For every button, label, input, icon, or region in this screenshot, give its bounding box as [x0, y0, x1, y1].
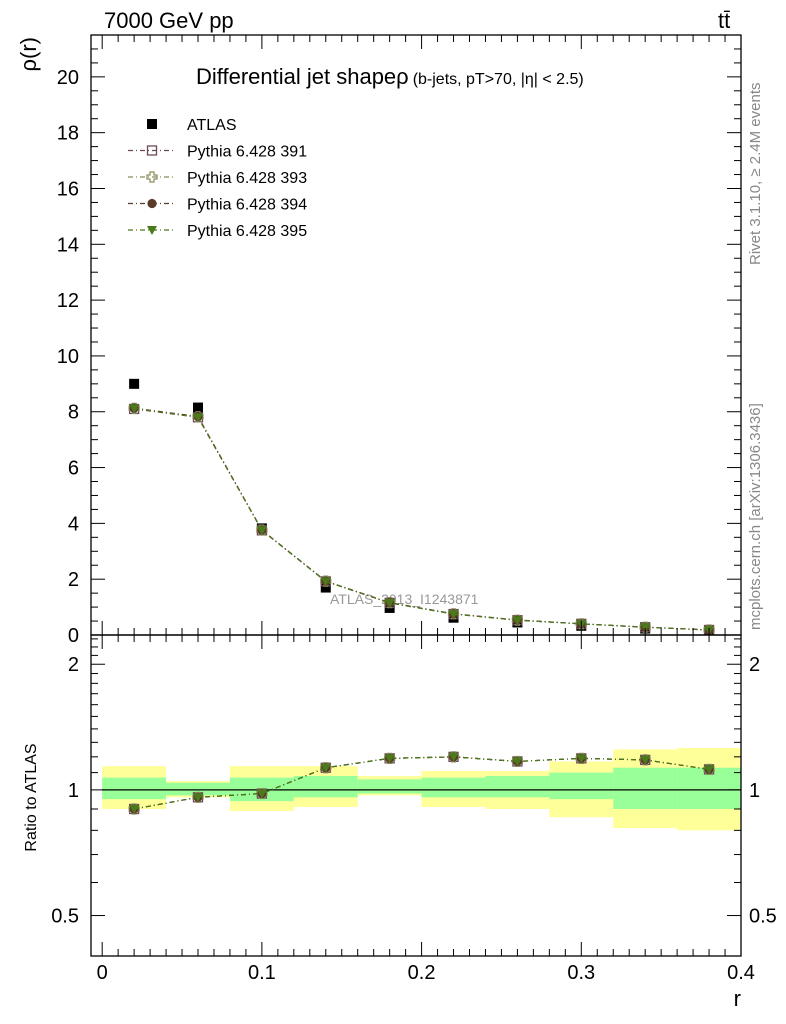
legend-marker	[147, 119, 157, 129]
data-point	[129, 404, 140, 414]
watermark: ATLAS_2013_I1243871	[330, 591, 479, 607]
x-axis-label: r	[734, 986, 741, 1011]
data-point	[640, 623, 651, 633]
ratio-point	[193, 793, 204, 803]
band-inner	[166, 782, 230, 796]
ratio-point	[576, 754, 587, 764]
band-inner	[293, 775, 358, 798]
legend-label: ATLAS	[187, 117, 237, 134]
x-tick-label: 0.1	[248, 962, 276, 984]
y-tick-label: 16	[57, 178, 79, 200]
ratio-y-tick-label-left: 0.5	[51, 906, 79, 928]
y-tick-label: 0	[68, 625, 79, 647]
ratio-frame	[90, 634, 742, 957]
band-inner	[102, 777, 167, 800]
ratio-point	[512, 757, 523, 767]
ratio-line	[134, 756, 710, 810]
ratio-y-axis-label: Ratio to ATLAS	[23, 743, 40, 851]
legend-marker	[146, 171, 158, 183]
data-point	[320, 577, 331, 587]
legend-marker	[146, 145, 158, 156]
ratio-panel: 0.5 0.5 1 1 2 2 0 0.1 0.2 0.3 0.4 Ratio to ATLAS r	[23, 634, 777, 1011]
ratio-y-tick-label-right: 2	[749, 654, 760, 676]
data-point	[129, 378, 140, 389]
y-tick-label: 14	[57, 234, 79, 256]
top-right-label: tt̄	[718, 8, 731, 33]
legend-label: Pythia 6.428 393	[187, 170, 307, 187]
band-inner	[613, 767, 678, 809]
y-tick-label: 8	[68, 402, 79, 424]
band-inner	[421, 777, 486, 798]
x-tick-label: 0	[97, 962, 108, 984]
band-inner	[485, 775, 550, 798]
legend: ATLAS Pythia 6.428 391 Pythia 6.428 393 Pyt…	[128, 117, 307, 240]
legend-marker	[147, 198, 157, 209]
ratio-series-4	[129, 752, 715, 814]
y-tick-label: 12	[57, 290, 79, 312]
band-inner	[549, 772, 614, 800]
data-point	[193, 402, 204, 413]
chart-title-main: Differential jet shapeρ	[196, 64, 409, 89]
ratio-y-tick-label-right: 1	[749, 780, 760, 802]
y-tick-label: 4	[68, 513, 79, 535]
main-panel: ATLAS_2013_I1243871 0 2 4 6 8 10 12 14 16 18 20 ρ(r)…	[16, 34, 742, 647]
ratio-y-tick-label-left: 1	[68, 780, 79, 802]
legend-label: Pythia 6.428 395	[187, 223, 307, 240]
legend-marker	[147, 226, 157, 235]
ratio-y-tick-label-right: 0.5	[749, 906, 777, 928]
y-tick-label: 20	[57, 67, 79, 89]
chart-subtitle: (b-jets, pT>70, |η| < 2.5)	[413, 71, 584, 88]
data-point	[448, 610, 459, 620]
ratio-point	[256, 789, 267, 799]
ratio-point	[704, 765, 715, 775]
ratio-y-tick-label-left: 2	[68, 654, 79, 676]
data-point	[512, 616, 523, 626]
y-axis-label: ρ(r)	[16, 37, 41, 72]
legend-label: Pythia 6.428 391	[187, 144, 307, 161]
ratio-point	[640, 755, 651, 765]
band-inner	[357, 779, 422, 794]
series-line	[134, 407, 710, 631]
data-point	[193, 413, 204, 423]
chart-title: Differential jet shapeρ (b-jets, pT>70, |…	[196, 64, 584, 89]
x-tick-label: 0.4	[727, 962, 755, 984]
ratio-point	[320, 763, 331, 773]
mcplots-label: mcplots.cern.ch [arXiv:1306.3436]	[747, 403, 764, 630]
x-tick-label: 0.2	[408, 962, 436, 984]
data-point	[256, 526, 267, 536]
legend-label: Pythia 6.428 394	[187, 197, 307, 214]
rivet-label: Rivet 3.1.10, ≥ 2.4M events	[747, 83, 764, 266]
y-tick-label: 6	[68, 458, 79, 480]
x-tick-label: 0.3	[567, 962, 595, 984]
y-tick-label: 2	[68, 569, 79, 591]
y-tick-label: 10	[57, 346, 79, 368]
data-point	[320, 582, 331, 593]
ratio-point	[129, 804, 140, 814]
data-point	[384, 598, 395, 608]
ratio-point	[448, 752, 459, 762]
y-tick-label: 18	[57, 123, 79, 145]
top-left-label: 7000 GeV pp	[104, 8, 234, 33]
ratio-point	[384, 754, 395, 764]
